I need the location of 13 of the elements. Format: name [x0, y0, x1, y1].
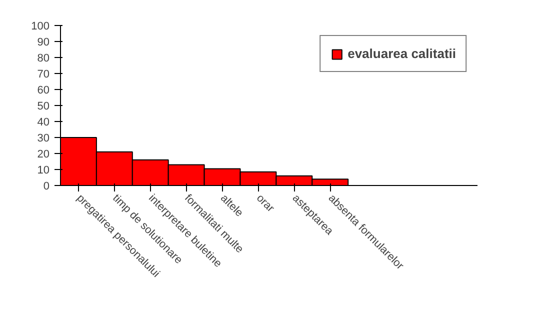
y-tick-label: 30	[37, 132, 50, 144]
y-tick-label: 60	[37, 84, 50, 96]
y-tick-label: 40	[37, 116, 50, 128]
y-tick-label: 70	[37, 68, 50, 80]
y-tick-label: 80	[37, 52, 50, 64]
y-tick-label: 100	[31, 20, 50, 32]
x-tick-label: orar	[254, 192, 277, 215]
legend-label: evaluarea calitatii	[348, 46, 456, 61]
y-tick-label: 50	[37, 100, 50, 112]
y-tick-label: 20	[37, 148, 50, 160]
y-tick-label: 0	[43, 180, 50, 192]
y-tick-label: 10	[37, 164, 50, 176]
y-tick-label: 90	[37, 36, 50, 48]
